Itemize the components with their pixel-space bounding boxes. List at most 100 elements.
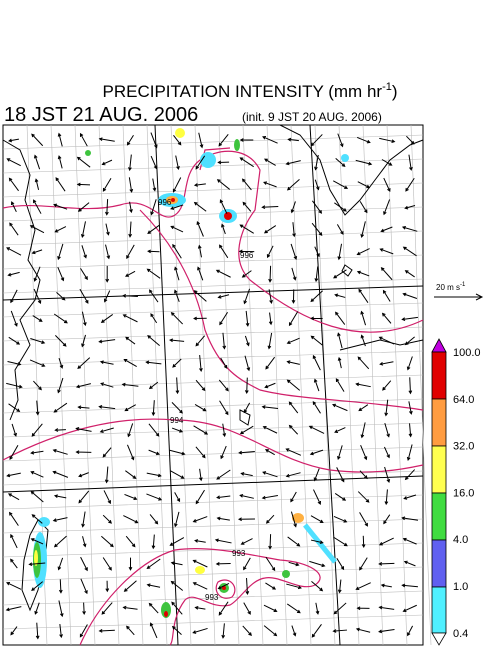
- wind-vector: [33, 288, 42, 305]
- wind-vector: [334, 202, 347, 212]
- wind-vector: [53, 313, 68, 324]
- wind-vector: [102, 178, 112, 192]
- wind-vector: [101, 159, 113, 166]
- wind-vector: [218, 134, 229, 147]
- wind-vector: [222, 332, 227, 350]
- contour-label: 996: [158, 198, 172, 207]
- grid-line: [2, 230, 424, 246]
- colorbar-top: [431, 338, 447, 353]
- wind-vector: [381, 312, 392, 324]
- wind-vector: [335, 378, 345, 392]
- wind-vector: [195, 379, 206, 392]
- wind-vector: [149, 622, 158, 639]
- init-time: (init. 9 JST 20 AUG. 2006): [242, 110, 382, 124]
- grid-line: [2, 326, 424, 342]
- colorbar-label: 16.0: [453, 487, 474, 499]
- wind-vector: [54, 226, 67, 233]
- wind-vector: [405, 178, 415, 192]
- wind-vector: [195, 335, 206, 347]
- wind-vector: [358, 404, 369, 412]
- wind-vector: [81, 334, 86, 348]
- island: [239, 409, 251, 426]
- grid-line: [290, 124, 312, 646]
- colorbar-segment: [431, 539, 447, 588]
- wind-vector: [379, 248, 394, 255]
- wind-vector: [79, 624, 88, 638]
- wind-vector: [147, 335, 160, 347]
- isobar: [215, 579, 236, 599]
- map: 996 996 994 993 993: [2, 124, 432, 646]
- wind-vector: [215, 269, 231, 278]
- wind-vector: [244, 355, 251, 372]
- wind-vector: [35, 400, 40, 416]
- wind-vector: [169, 338, 185, 343]
- wind-vector: [337, 133, 344, 148]
- wind-vector: [174, 266, 180, 281]
- precip-area: [164, 611, 168, 617]
- wind-vector: [170, 561, 183, 566]
- wind-vector: [360, 221, 366, 238]
- wind-vector: [313, 489, 322, 505]
- wind-vector: [378, 562, 395, 566]
- wind-vector: [286, 583, 302, 590]
- wind-vector: [172, 358, 182, 368]
- wind-vector: [52, 470, 69, 478]
- wind-vector: [79, 132, 88, 147]
- wind-vector: [309, 449, 324, 456]
- wind-vector: [195, 155, 206, 170]
- wind-vector: [216, 495, 231, 500]
- wind-vectors: [5, 132, 419, 640]
- wind-vector: [381, 159, 393, 166]
- wind-vector: [314, 179, 320, 191]
- wind-vector: [288, 401, 299, 414]
- wind-vector: [102, 514, 112, 524]
- wind-vector: [58, 600, 64, 618]
- wind-vector: [360, 334, 366, 347]
- wind-vector: [315, 602, 320, 615]
- colorbar-label: 4.0: [453, 534, 468, 546]
- wind-vector: [80, 221, 86, 239]
- precip-area: [282, 570, 290, 578]
- wind-vector: [263, 225, 277, 234]
- wind-vector: [240, 472, 253, 477]
- wind-vector: [313, 468, 320, 482]
- wind-scale-head: [475, 293, 484, 301]
- wind-vector: [146, 472, 162, 478]
- wind-vector: [384, 422, 390, 438]
- wind-vector: [77, 405, 90, 410]
- wind-vector: [238, 450, 255, 455]
- wind-vector: [128, 221, 133, 238]
- wind-vector: [267, 332, 273, 350]
- wind-vector: [357, 356, 370, 370]
- wind-vector: [261, 405, 279, 409]
- wind-vector: [310, 134, 323, 147]
- wind-vector: [171, 625, 182, 635]
- wind-vector: [169, 537, 185, 546]
- wind-vector: [55, 177, 66, 192]
- wind-vector: [105, 199, 109, 216]
- wind-vector: [384, 489, 389, 506]
- title-close: ): [392, 82, 398, 101]
- wind-vector: [402, 246, 417, 257]
- wind-vector: [265, 556, 276, 572]
- wind-vector: [285, 472, 301, 478]
- precip-area: [85, 150, 91, 156]
- wind-vector: [380, 226, 393, 233]
- wind-vector: [240, 538, 253, 545]
- grid-line: [2, 350, 424, 366]
- taiwan: [21, 519, 49, 612]
- wind-vector: [401, 583, 418, 588]
- wind-vector: [174, 492, 181, 503]
- wind-vector: [378, 605, 395, 610]
- wind-vector: [82, 536, 87, 548]
- wind-vector: [404, 469, 416, 481]
- wind-vector: [337, 445, 343, 461]
- title: PRECIPITATION INTENSITY (mm hr-1): [102, 81, 397, 101]
- wind-vector: [57, 266, 65, 282]
- wind-vector: [356, 270, 370, 277]
- wind-vector: [408, 377, 413, 395]
- wind-vector: [125, 336, 136, 345]
- wind-vector: [336, 557, 345, 571]
- wind-vector: [244, 335, 250, 347]
- wind-vector: [151, 400, 156, 417]
